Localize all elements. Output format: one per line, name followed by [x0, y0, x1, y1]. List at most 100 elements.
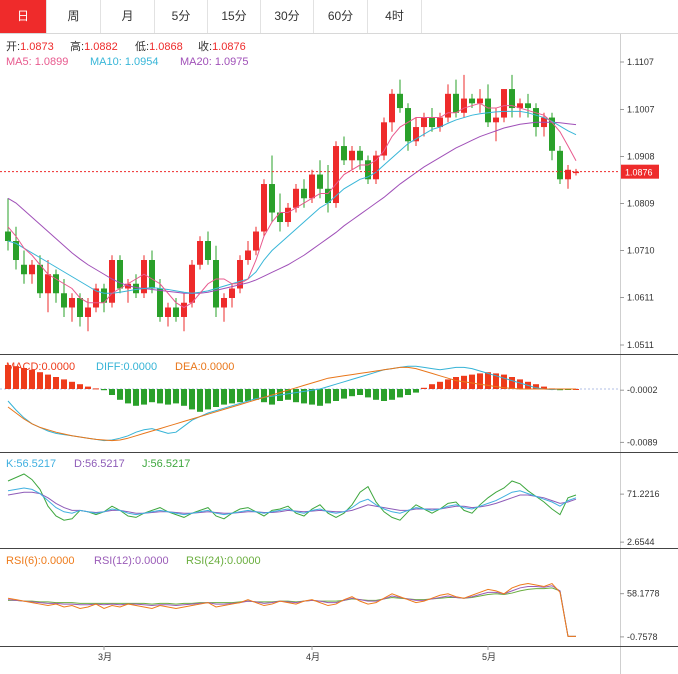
- candle-body: [157, 288, 163, 317]
- candle-body: [461, 98, 467, 113]
- macd-bar: [109, 389, 115, 395]
- candle-body: [61, 293, 67, 308]
- candle-body: [405, 108, 411, 142]
- macd-bar: [101, 389, 107, 391]
- macd-bar: [533, 384, 539, 389]
- price-tick-label: 1.0611: [627, 293, 654, 303]
- candle-body: [517, 103, 523, 109]
- candle-body: [389, 93, 395, 123]
- tab-6[interactable]: 60分: [314, 0, 368, 33]
- candle-body: [93, 288, 99, 308]
- macd-bar: [173, 389, 179, 404]
- candle-body: [237, 260, 243, 289]
- macd-bar: [93, 388, 99, 390]
- macd-bar: [389, 389, 395, 400]
- candle-body: [181, 302, 187, 317]
- macd-bar: [333, 389, 339, 401]
- macd-bar: [13, 366, 19, 389]
- candle-body: [109, 260, 115, 303]
- time-tick-label: 5月: [482, 652, 496, 662]
- ma20-label: MA20: 1.0975: [180, 56, 249, 68]
- candle-body: [69, 297, 75, 308]
- macd-bar: [69, 381, 75, 389]
- price-tick-label: 1.1107: [627, 57, 654, 67]
- macd-bar: [293, 389, 299, 403]
- candle-body: [245, 250, 251, 261]
- candle-body: [293, 188, 299, 208]
- macd-bar: [469, 374, 475, 389]
- price-tick-label: 1.0809: [627, 199, 655, 209]
- candle-body: [573, 171, 579, 174]
- ma5-line: [7, 102, 577, 309]
- macd-bar: [77, 384, 83, 389]
- candle-body: [493, 117, 499, 123]
- macd-bar: [501, 374, 507, 389]
- low-label: 低:1.0868: [135, 40, 183, 53]
- tab-7[interactable]: 4时: [368, 0, 422, 33]
- candle-body: [117, 260, 123, 289]
- open-value: 1.0873: [20, 41, 54, 53]
- kdj-tick-label: 2.6544: [627, 537, 655, 547]
- macd-bar: [197, 389, 203, 412]
- candle-body: [149, 260, 155, 289]
- candle-body: [445, 93, 451, 118]
- candle-body: [165, 307, 171, 317]
- macd-bar: [429, 384, 435, 389]
- macd-bar: [541, 386, 547, 389]
- macd-bar: [445, 379, 451, 389]
- tab-5[interactable]: 30分: [261, 0, 314, 33]
- tab-4[interactable]: 15分: [208, 0, 261, 33]
- rsi12-label: RSI(12):0.0000: [94, 555, 169, 567]
- diff-label: DIFF:0.0000: [96, 361, 157, 373]
- tab-3[interactable]: 5分: [155, 0, 208, 33]
- candle-body: [565, 169, 571, 180]
- candle-body: [269, 184, 275, 213]
- candle-body: [189, 264, 195, 303]
- price-tick-label: 1.0511: [627, 340, 654, 350]
- dea-label: DEA:0.0000: [175, 361, 234, 373]
- tab-1[interactable]: 周: [47, 0, 101, 33]
- macd-bar: [413, 389, 419, 393]
- macd-bar: [149, 389, 155, 403]
- price-tick-label: 1.0908: [627, 151, 655, 161]
- candle-body: [301, 188, 307, 199]
- candle-body: [349, 150, 355, 161]
- macd-bar: [205, 389, 211, 410]
- kline-chart: 开:1.0873 高:1.0882 低:1.0868 收:1.0876 MA5:…: [0, 34, 678, 674]
- candle-body: [429, 117, 435, 128]
- j-label: J:56.5217: [142, 458, 190, 470]
- macd-bar: [437, 381, 443, 389]
- macd-bar: [301, 389, 307, 404]
- current-price-label: 1.0876: [625, 168, 653, 178]
- macd-bar: [181, 389, 187, 406]
- rsi-tick-label: 58.1778: [627, 589, 660, 599]
- macd-bar: [125, 389, 131, 404]
- candle-body: [557, 150, 563, 180]
- macd-bar: [381, 389, 387, 401]
- price-tick-label: 1.0710: [627, 246, 655, 256]
- candle-body: [205, 241, 211, 261]
- macd-bar: [269, 389, 275, 405]
- high-value: 1.0882: [84, 41, 118, 53]
- candle-body: [341, 146, 347, 161]
- candle-body: [421, 117, 427, 128]
- candle-body: [101, 288, 107, 303]
- macd-bar: [485, 372, 491, 389]
- macd-bar: [85, 386, 91, 389]
- macd-tick-label: -0.0089: [627, 437, 658, 447]
- macd-bar: [53, 377, 59, 389]
- macd-bar: [141, 389, 147, 405]
- tab-2[interactable]: 月: [101, 0, 155, 33]
- candle-body: [509, 89, 515, 109]
- macd-bar: [29, 369, 35, 389]
- tab-0[interactable]: 日: [0, 0, 47, 33]
- candle-body: [317, 174, 323, 189]
- candle-body: [357, 150, 363, 161]
- macd-bar: [45, 374, 51, 389]
- candle-body: [29, 264, 35, 275]
- macd-bar: [509, 377, 515, 389]
- candle-body: [253, 231, 259, 251]
- candle-body: [309, 174, 315, 199]
- candle-body: [261, 184, 267, 232]
- macd-bar: [405, 389, 411, 395]
